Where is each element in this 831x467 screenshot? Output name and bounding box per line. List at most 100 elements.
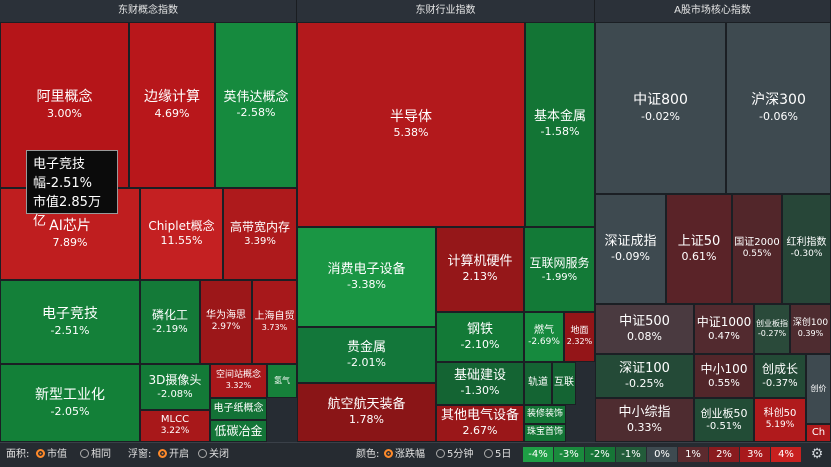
tile-ch[interactable]: Ch — [806, 424, 831, 442]
tile-sh-ftz[interactable]: 上海自贸 3.73% — [252, 280, 297, 364]
tile-esports[interactable]: 电子竞技 -2.51% — [0, 280, 140, 364]
tile-chinext-idx[interactable]: 创业板指 -0.27% — [754, 304, 790, 354]
tile-csi500[interactable]: 中证500 0.08% — [595, 304, 694, 354]
tile-csi800[interactable]: 中证800 -0.02% — [595, 22, 726, 194]
tile-value: -0.51% — [706, 421, 742, 433]
gear-icon[interactable]: ⚙ — [810, 446, 824, 462]
tile-csi1000[interactable]: 中证1000 0.47% — [694, 304, 754, 354]
float-option-off[interactable]: 关闭 — [198, 443, 229, 467]
tile-value: 2.67% — [462, 424, 498, 438]
tile-edge-compute[interactable]: 边缘计算 4.69% — [129, 22, 215, 188]
tile-camera-3d[interactable]: 3D摄像头 -2.08% — [140, 364, 210, 410]
tile-name: 科创50 — [763, 407, 797, 419]
tile-nvidia[interactable]: 英伟达概念 -2.58% — [215, 22, 297, 188]
legend-swatch: 0% — [647, 447, 677, 462]
tile-low-carbon[interactable]: 低碳冶金 — [210, 420, 267, 442]
tile-name: Chiplet概念 — [148, 219, 215, 234]
color-option-5day[interactable]: 5日 — [484, 443, 511, 467]
tile-consumer-electronics[interactable]: 消费电子设备 -3.38% — [297, 227, 436, 327]
tile-name: 贵金属 — [346, 339, 386, 355]
tile-name: 中证1000 — [696, 315, 752, 329]
tile-name: Ch — [811, 426, 826, 438]
tile-jewelry[interactable]: 珠宝首饰 — [524, 424, 566, 442]
tile-infrastructure[interactable]: 基础建设 -1.30% — [436, 362, 524, 405]
tile-value: 11.55% — [160, 234, 203, 248]
tile-name: 深证100 — [619, 360, 670, 376]
legend-swatch: 2% — [709, 447, 739, 462]
tile-value: 7.89% — [52, 235, 88, 249]
tile-value: -0.02% — [641, 109, 680, 123]
tile-value: 2.32% — [566, 337, 593, 347]
tile-internet-services[interactable]: 互联网服务 -1.99% — [524, 227, 595, 312]
tile-gas[interactable]: 燃气 -2.69% — [524, 312, 564, 362]
tile-sz50[interactable]: 上证50 0.61% — [666, 194, 732, 304]
tile-steel[interactable]: 钢铁 -2.10% — [436, 312, 524, 362]
radio-off-icon — [436, 449, 445, 458]
tile-value: -2.01% — [347, 355, 386, 369]
tile-chinext50[interactable]: 创业板50 -0.51% — [694, 398, 754, 442]
tile-space-station[interactable]: 空间站概念 3.32% — [210, 364, 267, 398]
tile-hydrogen[interactable]: 氢气 — [267, 364, 297, 398]
tile-chinext-growth[interactable]: 创成长 -0.37% — [754, 354, 806, 398]
tile-dividend[interactable]: 红利指数 -0.30% — [782, 194, 831, 304]
tile-szcz[interactable]: 深证成指 -0.09% — [595, 194, 666, 304]
tile-name: 磷化工 — [151, 308, 188, 322]
tile-other-electrical[interactable]: 其他电气设备 2.67% — [436, 405, 524, 442]
tile-hbm[interactable]: 高带宽内存 3.39% — [223, 188, 297, 280]
tile-indium-phosphide[interactable]: 磷化工 -2.19% — [140, 280, 200, 364]
tile-decoration[interactable]: 装修装饰 — [524, 405, 566, 424]
tile-value: 5.38% — [393, 126, 429, 140]
tile-internet2[interactable]: 互联 — [552, 362, 576, 405]
tile-value: -1.58% — [540, 125, 580, 139]
area-option-equal[interactable]: 相同 — [80, 443, 111, 467]
radio-off-icon — [198, 449, 207, 458]
radio-on-icon — [36, 449, 45, 458]
tile-semiconductor[interactable]: 半导体 5.38% — [297, 22, 525, 227]
radio-on-icon — [384, 449, 393, 458]
panel-header-market: A股市场核心指数 — [595, 0, 831, 22]
tile-name: 新型工业化 — [35, 387, 105, 404]
tile-new-industrial[interactable]: 新型工业化 -2.05% — [0, 364, 140, 442]
tile-name: 沪深300 — [751, 92, 806, 109]
tile-chinext[interactable]: 创价 — [806, 354, 831, 424]
tile-precious-metal[interactable]: 贵金属 -2.01% — [297, 327, 436, 383]
tile-name: 轨道 — [528, 377, 548, 389]
tile-star50[interactable]: 科创50 5.19% — [754, 398, 806, 442]
tile-name: 中小100 — [700, 362, 748, 376]
tile-name: 钢铁 — [466, 321, 493, 337]
tile-aerospace[interactable]: 航空航天装备 1.78% — [297, 383, 436, 442]
tile-name: 3D摄像头 — [148, 373, 202, 387]
tile-chiplet[interactable]: Chiplet概念 11.55% — [140, 188, 223, 280]
tile-value: 3.22% — [160, 426, 190, 437]
tile-name: 中证800 — [633, 92, 688, 109]
tile-smb-composite[interactable]: 中小综指 0.33% — [595, 398, 694, 442]
color-option-change[interactable]: 涨跌幅 — [384, 443, 425, 467]
tile-computer-hardware[interactable]: 计算机硬件 2.13% — [436, 227, 524, 312]
tile-e-paper[interactable]: 电子纸概念 — [210, 398, 267, 420]
tile-huawei-haisi[interactable]: 华为海思 2.97% — [200, 280, 252, 364]
tile-mlcc[interactable]: MLCC 3.22% — [140, 410, 210, 442]
tile-sz100b[interactable]: 深证100 -0.25% — [595, 354, 694, 398]
tile-sz100[interactable]: 深创100 0.39% — [790, 304, 831, 354]
tile-name: 阿里概念 — [36, 89, 93, 106]
tile-value: 2.97% — [211, 322, 241, 333]
tooltip-name: 电子竞技 — [33, 157, 86, 172]
tile-name: 创成长 — [761, 362, 798, 376]
legend-swatch: -4% — [523, 447, 553, 462]
area-option-marketcap[interactable]: 市值 — [36, 443, 67, 467]
area-label: 面积: — [6, 449, 30, 460]
tile-name: 其他电气设备 — [440, 408, 519, 424]
tile-base-metal[interactable]: 基本金属 -1.58% — [525, 22, 595, 227]
tile-name: 半导体 — [390, 108, 432, 125]
tile-rail[interactable]: 轨道 — [524, 362, 552, 405]
tile-real-estate[interactable]: 地面 2.32% — [564, 312, 595, 362]
tile-name: 电子纸概念 — [213, 402, 264, 414]
tile-value: 0.47% — [708, 331, 740, 342]
tile-csi2000[interactable]: 国证2000 0.55% — [732, 194, 782, 304]
tile-value: 0.08% — [627, 329, 662, 343]
tile-hs300[interactable]: 沪深300 -0.06% — [726, 22, 831, 194]
tile-smb100[interactable]: 中小100 0.55% — [694, 354, 754, 398]
tile-value: 0.55% — [742, 249, 772, 260]
float-option-on[interactable]: 开启 — [158, 443, 189, 467]
color-option-5min[interactable]: 5分钟 — [436, 443, 473, 467]
